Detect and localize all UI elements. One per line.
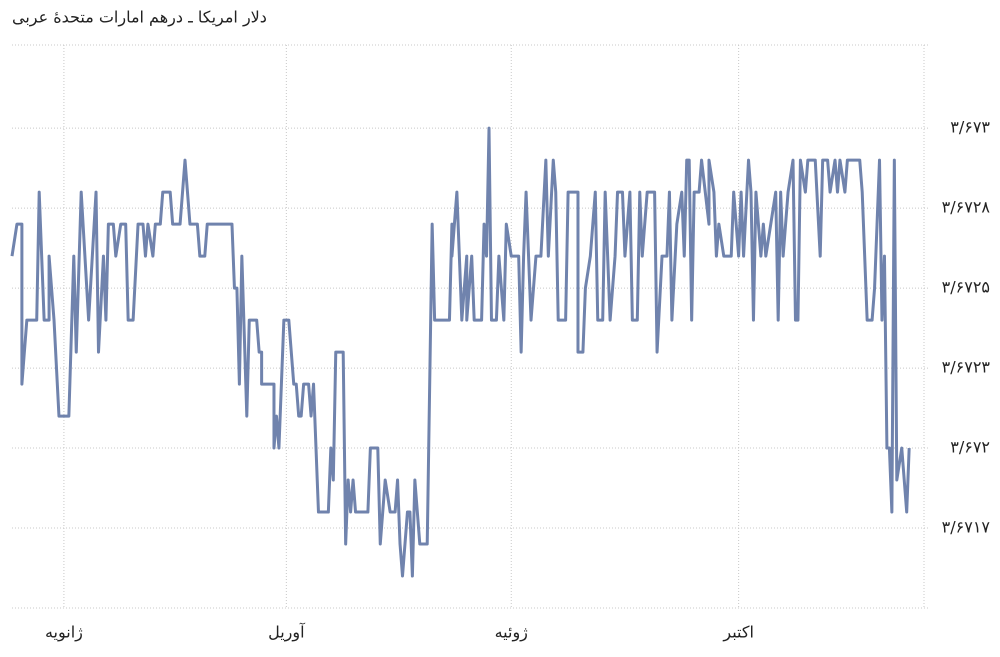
y-tick-label: ۳/۶۷۳ <box>950 118 990 137</box>
x-tick-label: ژوئیه <box>495 623 529 643</box>
x-tick-label: آوریل <box>268 623 306 643</box>
x-tick-label: اکتبر <box>722 623 754 643</box>
line <box>10 126 911 578</box>
y-tick-label: ۳/۶۷۲۸ <box>942 198 991 217</box>
y-tick-label: ۳/۶۷۱۷ <box>942 518 991 537</box>
y-tick-label: ۳/۶۷۲ <box>950 438 990 457</box>
x-tick-label: ژانویه <box>45 623 83 643</box>
chart-title: دلار امریکا ـ درهم امارات متحدهٔ عربی <box>12 8 267 28</box>
y-tick-label: ۳/۶۷۲۵ <box>942 278 990 297</box>
y-tick-label: ۳/۶۷۲۳ <box>942 358 991 377</box>
